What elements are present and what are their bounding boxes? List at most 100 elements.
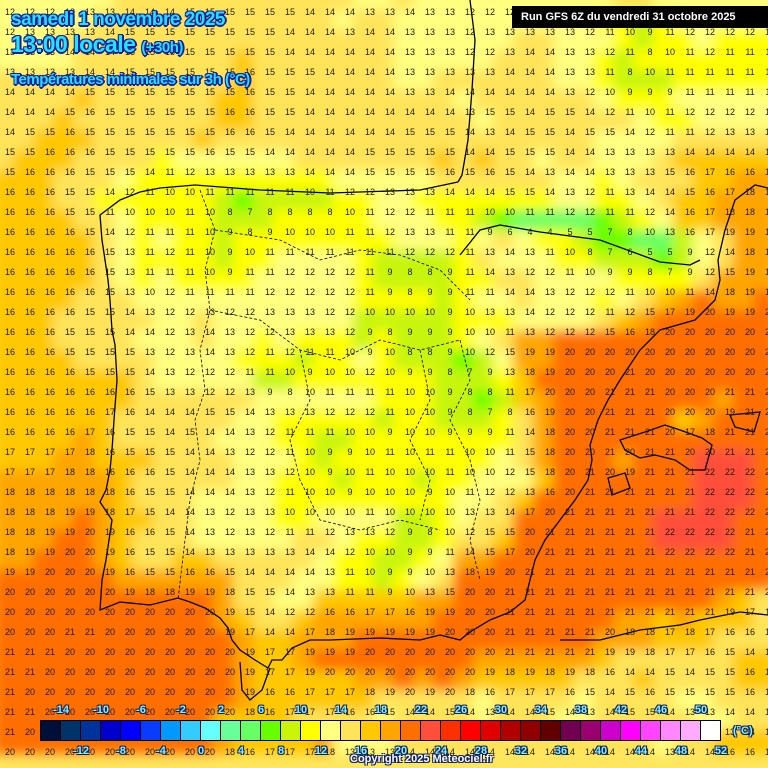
- model-run-label: Run GFS 6Z du vendredi 31 octobre 2025: [512, 6, 768, 28]
- grid-value: 20: [565, 367, 575, 377]
- grid-value: 17: [125, 507, 135, 517]
- grid-value: 14: [405, 707, 415, 717]
- grid-value: 20: [445, 647, 455, 657]
- grid-value: 17: [525, 507, 535, 517]
- grid-value: 20: [585, 387, 595, 397]
- grid-value: 9: [447, 387, 452, 397]
- grid-value: 21: [645, 507, 655, 517]
- grid-value: 14: [605, 747, 615, 757]
- grid-value: 13: [565, 187, 575, 197]
- grid-value: 11: [305, 527, 314, 537]
- grid-value: 21: [5, 667, 15, 677]
- grid-value: 20: [65, 667, 75, 677]
- legend-tick-label: 48: [674, 745, 688, 757]
- grid-value: 20: [685, 387, 695, 397]
- grid-value: 11: [285, 427, 294, 437]
- grid-value: 14: [705, 747, 715, 757]
- grid-value: 15: [165, 547, 175, 557]
- grid-value: 21: [585, 527, 595, 537]
- grid-value: 11: [365, 247, 374, 257]
- grid-value: 21: [665, 507, 675, 517]
- grid-value: 15: [625, 707, 635, 717]
- grid-value: 13: [205, 167, 215, 177]
- grid-value: 19: [765, 287, 768, 297]
- grid-value: 11: [625, 47, 634, 57]
- grid-value: 21: [605, 527, 615, 537]
- grid-value: 19: [765, 247, 768, 257]
- grid-value: 15: [265, 27, 275, 37]
- grid-value: 15: [505, 527, 515, 537]
- grid-value: 20: [705, 367, 715, 377]
- grid-value: 15: [185, 427, 195, 437]
- grid-value: 16: [25, 347, 35, 357]
- grid-value: 12: [265, 487, 275, 497]
- grid-value: 9: [447, 407, 452, 417]
- grid-value: 20: [205, 647, 215, 657]
- grid-value: 15: [545, 707, 555, 717]
- grid-value: 13: [525, 487, 535, 497]
- grid-value: 15: [125, 167, 135, 177]
- grid-value: 13: [265, 307, 275, 317]
- grid-value: 15: [225, 67, 235, 77]
- grid-value: 9: [387, 587, 392, 597]
- grid-value: 15: [225, 407, 235, 417]
- grid-value: 20: [465, 647, 475, 657]
- grid-value: 13: [505, 307, 515, 317]
- grid-value: 10: [625, 27, 635, 37]
- grid-value: 16: [105, 447, 115, 457]
- grid-value: 11: [245, 367, 254, 377]
- grid-value: 13: [345, 27, 355, 37]
- grid-value: 9: [407, 327, 412, 337]
- grid-value: 13: [525, 327, 535, 337]
- grid-value: 18: [5, 487, 15, 497]
- grid-value: 11: [265, 187, 274, 197]
- grid-value: 20: [685, 447, 695, 457]
- grid-value: 14: [325, 127, 335, 137]
- grid-value: 8: [407, 267, 412, 277]
- grid-value: 14: [245, 407, 255, 417]
- grid-value: 14: [185, 487, 195, 497]
- grid-value: 13: [605, 147, 615, 157]
- grid-value: 19: [525, 347, 535, 357]
- grid-value: 10: [485, 327, 495, 337]
- grid-value: 15: [265, 587, 275, 597]
- grid-value: 10: [125, 207, 135, 217]
- grid-value: 21: [525, 587, 535, 597]
- grid-value: 19: [305, 667, 315, 677]
- grid-value: 20: [125, 687, 135, 697]
- grid-value: 16: [45, 367, 55, 377]
- grid-value: 13: [525, 247, 535, 257]
- grid-value: 11: [605, 67, 614, 77]
- grid-value: 13: [565, 47, 575, 57]
- grid-value: 16: [245, 67, 255, 77]
- grid-value: 13: [365, 747, 375, 757]
- grid-value: 12: [765, 27, 768, 37]
- grid-value: 14: [285, 147, 295, 157]
- grid-value: 10: [305, 507, 315, 517]
- grid-value: 11: [165, 167, 174, 177]
- grid-value: 20: [745, 327, 755, 337]
- grid-value: 14: [285, 567, 295, 577]
- grid-value: 14: [385, 107, 395, 117]
- grid-value: 13: [245, 387, 255, 397]
- grid-value: 11: [445, 467, 454, 477]
- grid-value: 17: [365, 607, 375, 617]
- grid-value: 18: [85, 487, 95, 497]
- grid-value: 15: [445, 707, 455, 717]
- grid-value: 16: [605, 667, 615, 677]
- grid-value: 20: [485, 627, 495, 637]
- grid-value: 18: [525, 367, 535, 377]
- grid-value: 21: [645, 447, 655, 457]
- grid-value: 16: [65, 427, 75, 437]
- grid-value: 11: [445, 207, 454, 217]
- grid-value: 14: [305, 87, 315, 97]
- grid-value: 19: [725, 227, 735, 237]
- grid-value: 17: [65, 447, 75, 457]
- grid-value: 12: [705, 107, 715, 117]
- grid-value: 19: [105, 567, 115, 577]
- grid-value: 11: [305, 247, 314, 257]
- grid-value: 12: [705, 127, 715, 137]
- grid-value: 10: [405, 307, 415, 317]
- grid-value: 14: [725, 707, 735, 717]
- grid-value: 19: [685, 307, 695, 317]
